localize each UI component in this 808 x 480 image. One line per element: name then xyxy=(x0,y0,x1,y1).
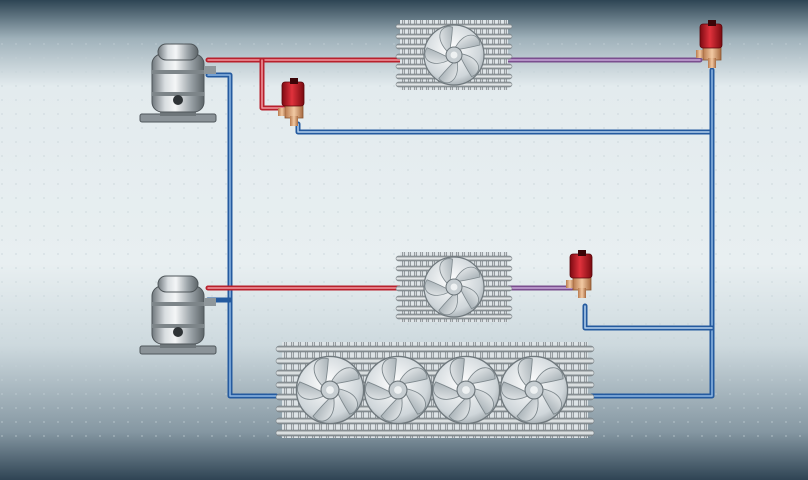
cold-pipes xyxy=(205,67,715,399)
hot-pipes xyxy=(205,57,703,291)
evaporator-middle xyxy=(395,252,513,322)
condenser xyxy=(275,342,595,438)
evaporator-top xyxy=(395,20,513,90)
